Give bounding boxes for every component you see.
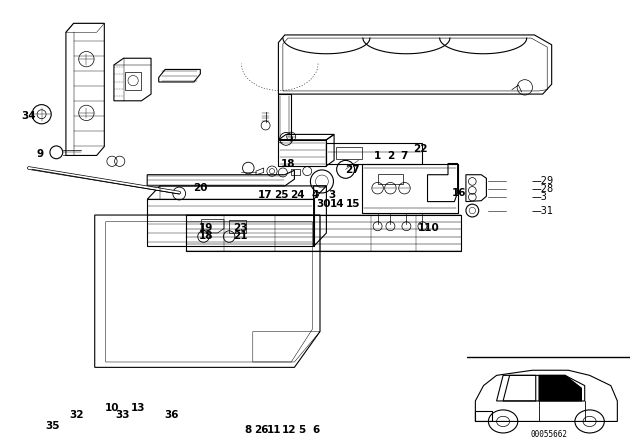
Bar: [278, 140, 326, 166]
Text: —3: —3: [531, 192, 547, 202]
Text: 00055662: 00055662: [531, 430, 567, 439]
Text: 18: 18: [199, 231, 213, 241]
Text: 22: 22: [413, 144, 428, 154]
Text: 27: 27: [345, 165, 359, 175]
Text: 17: 17: [259, 190, 273, 200]
Text: 26: 26: [254, 425, 268, 435]
Text: —28: —28: [531, 184, 554, 194]
Text: —31: —31: [531, 206, 553, 215]
Text: 33: 33: [116, 410, 130, 420]
Text: 5: 5: [298, 425, 306, 435]
Bar: [378, 174, 403, 184]
Text: 11: 11: [267, 425, 281, 435]
Polygon shape: [539, 375, 581, 401]
Text: 14: 14: [330, 199, 344, 209]
Text: 7: 7: [400, 151, 408, 161]
Text: 35: 35: [45, 421, 60, 431]
Text: 4: 4: [311, 190, 319, 200]
Text: 21: 21: [233, 231, 247, 241]
Text: 23: 23: [233, 223, 247, 233]
Text: 15: 15: [346, 199, 360, 209]
Bar: [336, 147, 362, 159]
Text: 36: 36: [164, 410, 179, 420]
Text: —29: —29: [531, 177, 554, 186]
Text: 6: 6: [312, 425, 320, 435]
Text: 20: 20: [193, 183, 207, 193]
Text: 110: 110: [418, 223, 440, 233]
Text: 34: 34: [22, 111, 36, 121]
Text: 30: 30: [316, 199, 330, 209]
Text: 24: 24: [291, 190, 305, 200]
Text: 25: 25: [275, 190, 289, 200]
Text: 9: 9: [36, 149, 44, 159]
Text: 12: 12: [282, 425, 296, 435]
Text: 3: 3: [328, 190, 335, 200]
Text: 2: 2: [387, 151, 394, 161]
Text: 10: 10: [105, 403, 119, 413]
Text: 18: 18: [281, 159, 295, 168]
Bar: [186, 215, 461, 251]
Text: 16: 16: [452, 188, 467, 198]
Text: 8: 8: [244, 425, 252, 435]
Text: 19: 19: [199, 223, 213, 233]
Text: 13: 13: [131, 403, 145, 413]
Bar: [125, 72, 141, 90]
Text: 1: 1: [374, 151, 381, 161]
Text: 32: 32: [70, 410, 84, 420]
